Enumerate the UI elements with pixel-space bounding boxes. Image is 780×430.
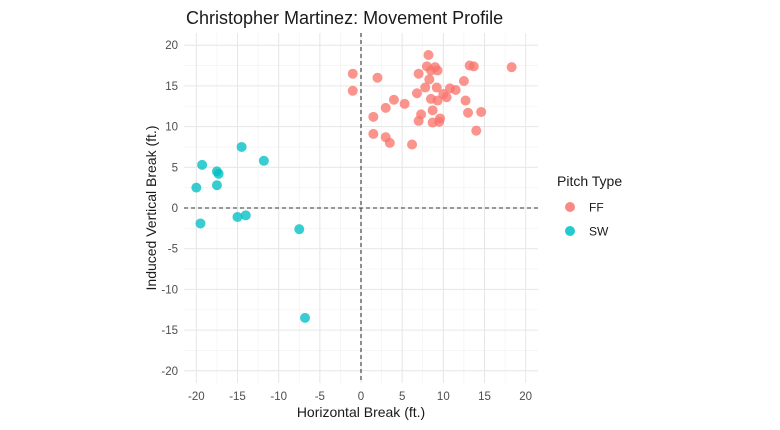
data-point-ff bbox=[463, 107, 474, 118]
data-point-ff bbox=[347, 68, 358, 79]
y-tick-label: -20 bbox=[161, 366, 178, 378]
data-point-sw bbox=[236, 141, 247, 152]
x-axis-title: Horizontal Break (ft.) bbox=[297, 404, 425, 420]
x-tick-label: 0 bbox=[358, 391, 364, 403]
data-point-sw bbox=[197, 159, 208, 170]
series-ff bbox=[347, 49, 517, 150]
data-point-sw bbox=[232, 211, 243, 222]
y-tick-label: -5 bbox=[168, 244, 178, 256]
data-points bbox=[191, 49, 517, 323]
data-point-ff bbox=[424, 74, 435, 85]
legend: Pitch Type FF SW bbox=[557, 173, 622, 239]
data-point-sw bbox=[240, 210, 251, 221]
data-point-sw bbox=[258, 155, 269, 166]
x-tick-label: 5 bbox=[399, 391, 405, 403]
data-point-ff bbox=[368, 128, 379, 139]
y-tick-label: 15 bbox=[165, 81, 178, 93]
data-point-sw bbox=[191, 182, 202, 193]
x-tick-label: -15 bbox=[229, 391, 246, 403]
data-point-ff bbox=[384, 137, 395, 148]
data-point-ff bbox=[450, 84, 461, 95]
data-point-ff bbox=[427, 105, 438, 116]
data-point-sw bbox=[195, 218, 206, 229]
legend-label-sw: SW bbox=[589, 225, 609, 239]
y-tick-label: -10 bbox=[161, 284, 178, 296]
y-axis-ticks: -20 -15 -10 -5 0 5 10 15 20 bbox=[161, 40, 178, 378]
data-point-ff bbox=[399, 98, 410, 109]
data-point-ff bbox=[380, 102, 391, 113]
data-point-sw bbox=[294, 224, 305, 235]
data-point-ff bbox=[368, 111, 379, 122]
x-tick-label: -20 bbox=[188, 391, 205, 403]
data-point-sw bbox=[213, 168, 224, 179]
data-point-ff bbox=[432, 95, 443, 106]
data-point-ff bbox=[347, 85, 358, 96]
series-sw bbox=[191, 141, 311, 323]
y-tick-label: -15 bbox=[161, 325, 178, 337]
chart-title: Christopher Martinez: Movement Profile bbox=[186, 8, 503, 28]
y-tick-label: 20 bbox=[165, 40, 178, 52]
y-tick-label: 5 bbox=[172, 162, 178, 174]
y-tick-label: 10 bbox=[165, 122, 178, 134]
data-point-ff bbox=[413, 68, 424, 79]
legend-marker-ff bbox=[565, 202, 575, 212]
data-point-sw bbox=[300, 312, 311, 323]
data-point-ff bbox=[423, 49, 434, 60]
data-point-ff bbox=[420, 82, 431, 93]
reference-lines bbox=[184, 33, 538, 383]
data-point-ff bbox=[388, 94, 399, 105]
y-tick-label: 0 bbox=[172, 203, 178, 215]
data-point-ff bbox=[460, 95, 471, 106]
data-point-ff bbox=[416, 109, 427, 120]
data-point-ff bbox=[471, 125, 482, 136]
y-axis-title: Induced Vertical Break (ft.) bbox=[143, 126, 159, 291]
data-point-ff bbox=[372, 72, 383, 83]
data-point-sw bbox=[211, 180, 222, 191]
data-point-ff bbox=[468, 61, 479, 72]
x-tick-label: -10 bbox=[270, 391, 287, 403]
data-point-ff bbox=[431, 82, 442, 93]
legend-marker-sw bbox=[565, 226, 575, 236]
data-point-ff bbox=[407, 139, 418, 150]
data-point-ff bbox=[411, 88, 422, 99]
data-point-ff bbox=[441, 92, 452, 103]
x-tick-label: 20 bbox=[519, 391, 532, 403]
x-tick-label: -5 bbox=[315, 391, 325, 403]
legend-items: FF SW bbox=[565, 201, 609, 239]
x-axis-ticks: -20 -15 -10 -5 0 5 10 15 20 bbox=[188, 391, 532, 403]
data-point-ff bbox=[435, 113, 446, 124]
data-point-ff bbox=[506, 62, 517, 73]
x-tick-label: 15 bbox=[478, 391, 491, 403]
legend-title: Pitch Type bbox=[557, 173, 622, 189]
x-tick-label: 10 bbox=[437, 391, 450, 403]
data-point-ff bbox=[432, 65, 443, 76]
legend-label-ff: FF bbox=[589, 201, 604, 215]
data-point-ff bbox=[476, 106, 487, 117]
data-point-ff bbox=[458, 76, 469, 87]
